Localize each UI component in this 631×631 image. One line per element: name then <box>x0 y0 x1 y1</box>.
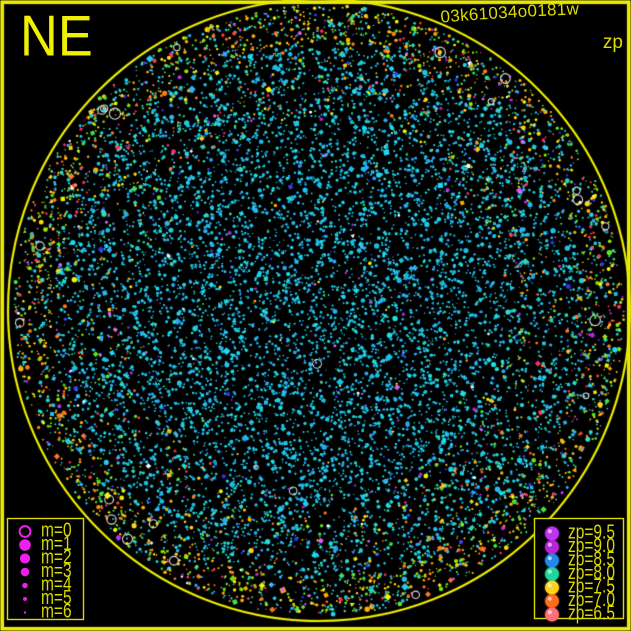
svg-text:zp=6.5: zp=6.5 <box>568 602 615 624</box>
svg-text:03k61034o0181w: 03k61034o0181w <box>440 0 580 27</box>
svg-text:zp: zp <box>603 32 623 53</box>
svg-text:m=6: m=6 <box>41 600 72 622</box>
svg-text:NE: NE <box>20 3 93 68</box>
